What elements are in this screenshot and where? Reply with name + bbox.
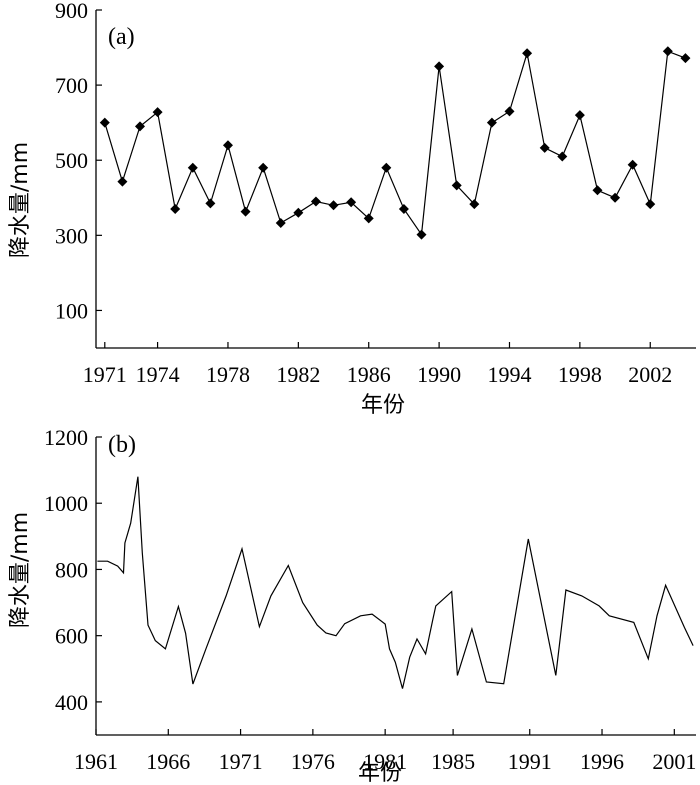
panel-a-x-tick-label: 2002 <box>628 362 672 387</box>
panel-a-data-point <box>645 199 656 210</box>
panel-a-y-axis-title: 降水量/mm <box>8 142 33 258</box>
panel-b-x-tick-label: 1996 <box>580 749 624 774</box>
panel-a-label: (a) <box>108 24 135 50</box>
panel-a-data-point <box>363 213 374 224</box>
panel-b-x-tick-label: 1961 <box>74 749 118 774</box>
panel-b-chart: (b) 年份 降水量/mm 400 600 800 1000 1200 1961 1966 1… <box>8 425 696 785</box>
panel-b-y-tick-label: 800 <box>55 557 88 582</box>
panel-b-x-tick-label: 2001 <box>652 749 696 774</box>
panel-a-data-point <box>451 180 462 191</box>
panel-a-x-tick-label: 1990 <box>417 362 461 387</box>
panel-a-x-tick-label: 1994 <box>487 362 531 387</box>
panel-a-data-point <box>486 117 497 128</box>
panel-a-x-tick-label: 1974 <box>136 362 180 387</box>
panel-a-data-point <box>522 48 533 59</box>
panel-b-y-tick-label: 600 <box>55 624 88 649</box>
panel-a-data-point <box>99 117 110 128</box>
panel-a-data-point <box>592 185 603 196</box>
panel-b-y-tick-label: 400 <box>55 690 88 715</box>
panel-a-data-point <box>416 229 427 240</box>
panel-a-data-point <box>222 140 233 151</box>
panel-a-x-tick-label: 1986 <box>347 362 391 387</box>
panel-b-series-line <box>97 476 694 689</box>
panel-b-y-tick-label: 1000 <box>44 491 88 516</box>
panel-a-y-tick-label: 100 <box>55 298 88 323</box>
panel-a-y-tick-label: 300 <box>55 223 88 248</box>
panel-a-data-point <box>539 142 550 153</box>
panel-a-data-point <box>557 151 568 162</box>
panel-a-data-point <box>117 176 128 187</box>
panel-a-data-point <box>434 61 445 72</box>
panel-a-data-point <box>258 162 269 173</box>
panel-a-x-tick-label: 1978 <box>206 362 250 387</box>
panel-a-data-point <box>627 159 638 170</box>
panel-a-data-point <box>310 196 321 207</box>
panel-b-x-axis-title: 年份 <box>358 761 402 785</box>
panel-a-data-point <box>381 162 392 173</box>
panel-a-data-point <box>293 207 304 218</box>
panel-a-data-point <box>170 204 181 215</box>
panel-a-y-tick-label: 900 <box>55 0 88 23</box>
panel-a-x-axis-title: 年份 <box>361 393 405 418</box>
panel-a-x-tick-label: 1982 <box>276 362 320 387</box>
panel-a-data-point <box>205 198 216 209</box>
panel-b-x-tick-label: 1971 <box>219 749 263 774</box>
panel-a-y-tick-label: 700 <box>55 73 88 98</box>
panel-a-data-point <box>328 200 339 211</box>
panel-a-data-point <box>662 46 673 57</box>
panel-b-x-tick-label: 1981 <box>363 749 407 774</box>
panel-a-data-point <box>469 199 480 210</box>
panel-a-x-tick-label: 1998 <box>558 362 602 387</box>
panel-a-data-point <box>187 162 198 173</box>
panel-a-data-point <box>240 206 251 217</box>
panel-a-data-point <box>275 217 286 228</box>
panel-a-data-point <box>504 106 515 117</box>
panel-b-y-tick-label: 1200 <box>44 425 88 450</box>
panel-a-data-point <box>152 107 163 118</box>
panel-a-data-point <box>574 110 585 121</box>
panel-a-chart: (a) 年份 降水量/mm 100 300 500 700 900 1971 1974 197… <box>8 0 696 418</box>
panel-b-x-tick-label: 1991 <box>508 749 552 774</box>
panel-b-x-tick-label: 1976 <box>291 749 335 774</box>
panel-a-data-point <box>610 192 621 203</box>
panel-a-x-tick-label: 1971 <box>83 362 127 387</box>
panel-a-data-point <box>680 53 691 64</box>
panel-b-x-tick-label: 1985 <box>431 749 475 774</box>
panel-a-y-tick-label: 500 <box>55 148 88 173</box>
panel-a-data-point <box>398 204 409 215</box>
panel-b-x-tick-label: 1966 <box>146 749 190 774</box>
panel-b-y-axis-title: 降水量/mm <box>8 512 33 628</box>
panel-b-label: (b) <box>108 432 136 458</box>
panel-a-data-point <box>134 121 145 132</box>
panel-a-data-point <box>346 197 357 208</box>
panel-a-series-line <box>104 50 686 237</box>
